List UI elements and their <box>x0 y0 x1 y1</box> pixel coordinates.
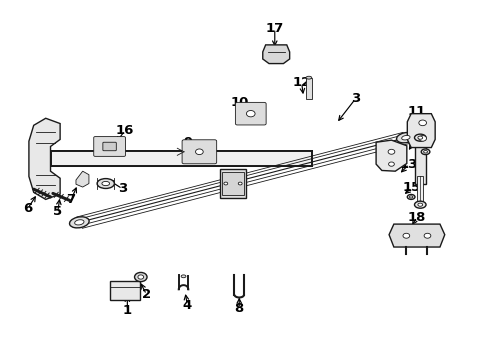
Ellipse shape <box>246 111 255 117</box>
Text: 11: 11 <box>408 105 426 118</box>
Ellipse shape <box>97 179 114 189</box>
FancyBboxPatch shape <box>182 140 217 164</box>
Polygon shape <box>29 118 60 199</box>
FancyBboxPatch shape <box>235 102 266 125</box>
Ellipse shape <box>402 135 410 140</box>
Bar <box>415 138 425 184</box>
Bar <box>50 152 312 166</box>
Polygon shape <box>376 140 407 171</box>
Text: 9: 9 <box>184 136 193 149</box>
Ellipse shape <box>181 275 186 278</box>
Ellipse shape <box>424 150 427 153</box>
Ellipse shape <box>421 149 430 154</box>
Bar <box>306 78 312 99</box>
Text: 8: 8 <box>235 302 244 315</box>
FancyBboxPatch shape <box>94 136 125 156</box>
Bar <box>417 176 423 205</box>
Ellipse shape <box>418 136 423 139</box>
Ellipse shape <box>418 203 423 206</box>
Text: 4: 4 <box>183 299 192 312</box>
Ellipse shape <box>396 132 415 143</box>
Ellipse shape <box>102 181 110 186</box>
Text: 12: 12 <box>293 76 311 90</box>
Text: 2: 2 <box>142 288 151 301</box>
Text: 7: 7 <box>67 193 76 206</box>
Ellipse shape <box>419 136 426 141</box>
Polygon shape <box>389 224 445 247</box>
Text: 1: 1 <box>123 304 132 317</box>
Ellipse shape <box>407 194 415 199</box>
Text: 15: 15 <box>403 181 421 194</box>
Ellipse shape <box>410 196 413 198</box>
Ellipse shape <box>419 120 426 126</box>
Text: 18: 18 <box>408 211 426 224</box>
Polygon shape <box>76 171 89 187</box>
Ellipse shape <box>415 134 426 141</box>
Bar <box>222 172 244 195</box>
Polygon shape <box>407 114 435 148</box>
Ellipse shape <box>135 273 147 282</box>
Text: 3: 3 <box>351 93 360 105</box>
Text: 13: 13 <box>400 158 418 171</box>
Polygon shape <box>263 45 290 64</box>
Ellipse shape <box>306 76 312 79</box>
Text: 5: 5 <box>53 205 62 218</box>
Ellipse shape <box>74 220 84 225</box>
Ellipse shape <box>196 149 203 154</box>
Text: 16: 16 <box>116 124 134 137</box>
Ellipse shape <box>388 149 395 154</box>
Ellipse shape <box>403 233 410 238</box>
Ellipse shape <box>138 275 144 279</box>
Text: 10: 10 <box>231 96 249 109</box>
Text: 6: 6 <box>24 202 32 215</box>
FancyBboxPatch shape <box>103 142 116 151</box>
Ellipse shape <box>424 233 431 238</box>
Text: 14: 14 <box>406 133 425 146</box>
Text: 3: 3 <box>118 182 127 195</box>
Ellipse shape <box>389 162 394 166</box>
Ellipse shape <box>70 217 89 228</box>
Text: 17: 17 <box>266 22 284 35</box>
Ellipse shape <box>238 182 242 185</box>
Ellipse shape <box>415 201 426 208</box>
Bar <box>110 280 140 300</box>
Ellipse shape <box>224 182 228 185</box>
Bar <box>220 170 246 198</box>
